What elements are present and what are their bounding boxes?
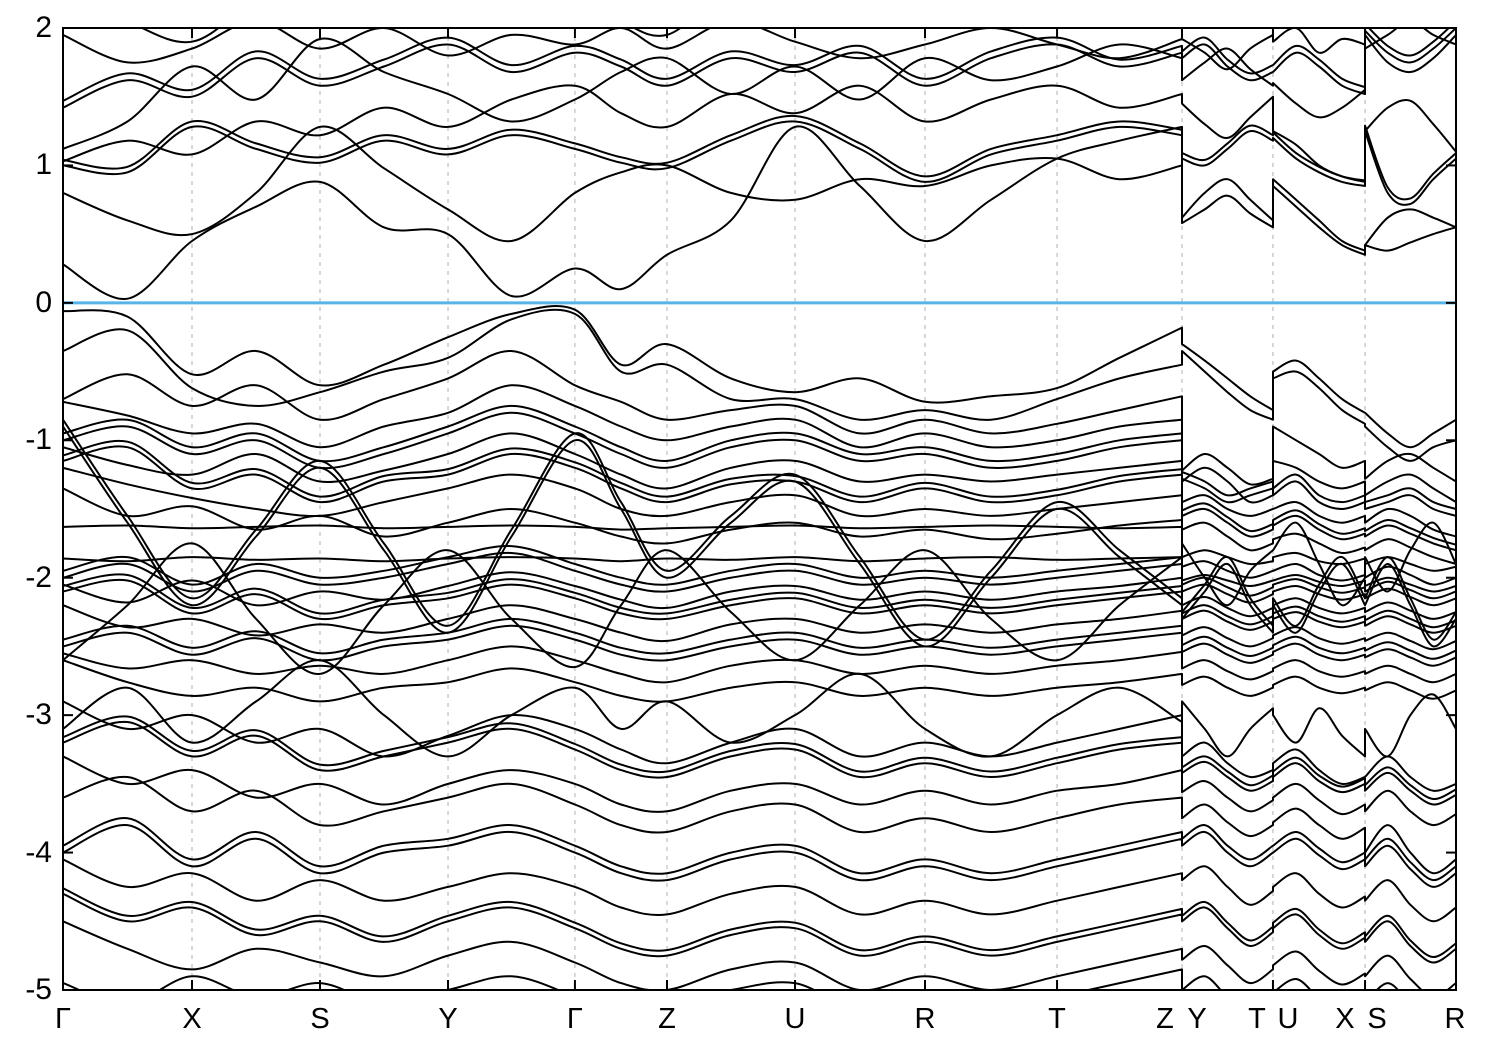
band-line xyxy=(63,887,1456,958)
x-tick-label-S: S xyxy=(310,1003,330,1035)
x-tick-label-T: T xyxy=(1048,1003,1066,1035)
band-line xyxy=(63,28,1456,109)
y-tick-label: -2 xyxy=(25,560,52,594)
x-tick-label-Z: Z xyxy=(1156,1003,1174,1035)
x-tick-label-Z: Z xyxy=(658,1003,676,1035)
band-line xyxy=(63,700,1456,792)
band-line xyxy=(63,645,1456,684)
band-line xyxy=(63,617,1456,660)
band-line xyxy=(63,659,1456,703)
band-line xyxy=(63,349,1456,486)
band-line xyxy=(63,384,1456,504)
band-line xyxy=(63,720,1456,806)
band-line xyxy=(139,28,683,44)
x-tick-label-Γ: Γ xyxy=(566,1003,583,1035)
y-tick-label: -5 xyxy=(25,973,52,1006)
band-line xyxy=(63,892,1456,964)
band-line xyxy=(63,858,1456,923)
band-line xyxy=(63,524,1456,572)
band-line xyxy=(63,466,1456,565)
band-line xyxy=(63,521,1456,675)
band-line xyxy=(63,920,1456,990)
x-tick-label-Γ: Γ xyxy=(55,1003,71,1035)
band-line xyxy=(63,125,1456,252)
ticks-group xyxy=(62,27,1457,991)
band-line xyxy=(63,604,1456,651)
x-tick-label-T: T xyxy=(1248,1003,1266,1035)
band-line xyxy=(63,84,1456,183)
x-tick-label-X: X xyxy=(182,1003,202,1035)
x-tick-label-R: R xyxy=(1444,1003,1466,1035)
y-tick-label: -3 xyxy=(25,698,52,732)
band-line xyxy=(63,624,1456,667)
y-tick-label: -1 xyxy=(25,423,52,457)
band-line xyxy=(63,551,1456,607)
band-line xyxy=(63,556,1456,593)
x-tick-label-X: X xyxy=(1335,1003,1355,1035)
band-lines xyxy=(63,28,1456,990)
band-line xyxy=(63,33,1456,150)
band-line xyxy=(63,545,1456,600)
band-line xyxy=(63,120,1456,206)
band-line xyxy=(63,425,1456,648)
band-line xyxy=(63,305,1456,449)
x-tick-label-R: R xyxy=(914,1003,936,1035)
x-tick-label-U: U xyxy=(1277,1003,1299,1035)
band-line xyxy=(63,404,1456,510)
x-tick-label-U: U xyxy=(784,1003,806,1035)
y-tick-label: 1 xyxy=(35,148,52,182)
band-line xyxy=(63,308,1456,462)
band-line xyxy=(63,418,1456,641)
plot-border xyxy=(62,27,1457,991)
band-line xyxy=(63,659,1456,758)
band-line xyxy=(63,817,1456,882)
x-tick-label-Y: Y xyxy=(1187,1003,1207,1035)
band-line xyxy=(63,411,1456,517)
band-line xyxy=(63,114,1456,201)
y-tick-label: 2 xyxy=(35,11,52,44)
y-tick-label: -4 xyxy=(25,835,52,869)
band-line xyxy=(63,824,1456,888)
band-line xyxy=(63,439,1456,546)
band-line xyxy=(63,432,1456,538)
band-line xyxy=(63,755,1456,827)
band-line xyxy=(63,571,1456,620)
band-line xyxy=(63,445,1456,552)
band-line xyxy=(63,715,1456,801)
band-line xyxy=(63,775,1456,875)
y-tick-label: 0 xyxy=(35,285,52,319)
x-tick-label-Y: Y xyxy=(438,1003,458,1035)
band-line xyxy=(63,125,1456,300)
x-tick-label-S: S xyxy=(1367,1003,1387,1035)
